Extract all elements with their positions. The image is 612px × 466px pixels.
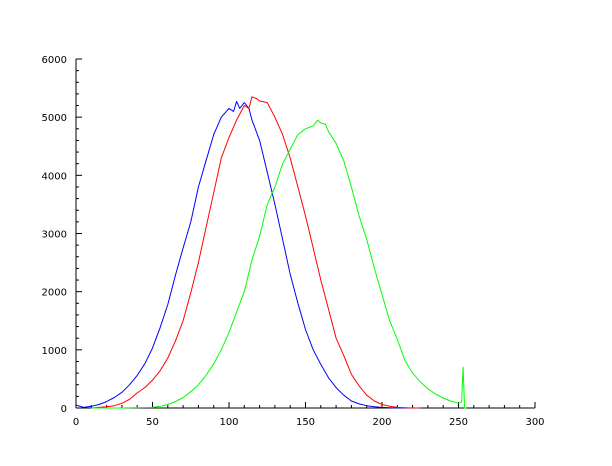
x-tick-label: 50	[146, 417, 159, 428]
axes: 0 50 100 150 200 250 3000100020003000400050006…	[42, 55, 545, 428]
y-tick-label: 2000	[42, 288, 67, 299]
series-line-red	[91, 96, 421, 409]
y-tick-label: 0	[61, 404, 67, 415]
series-line-blue	[75, 101, 413, 409]
x-tick-label: 250	[449, 417, 468, 428]
x-tick-label: 150	[296, 417, 315, 428]
y-tick-label: 5000	[42, 113, 67, 124]
y-tick-label: 3000	[42, 230, 67, 241]
y-tick-label: 4000	[42, 171, 67, 182]
y-tick-label: 6000	[42, 55, 67, 66]
x-tick-label: 100	[219, 417, 238, 428]
series-layer	[75, 96, 467, 409]
x-tick-label: 300	[525, 417, 544, 428]
x-tick-label: 0	[73, 417, 79, 428]
x-tick-label: 200	[372, 417, 391, 428]
series-line-green	[91, 119, 467, 409]
y-tick-label: 1000	[42, 346, 67, 357]
